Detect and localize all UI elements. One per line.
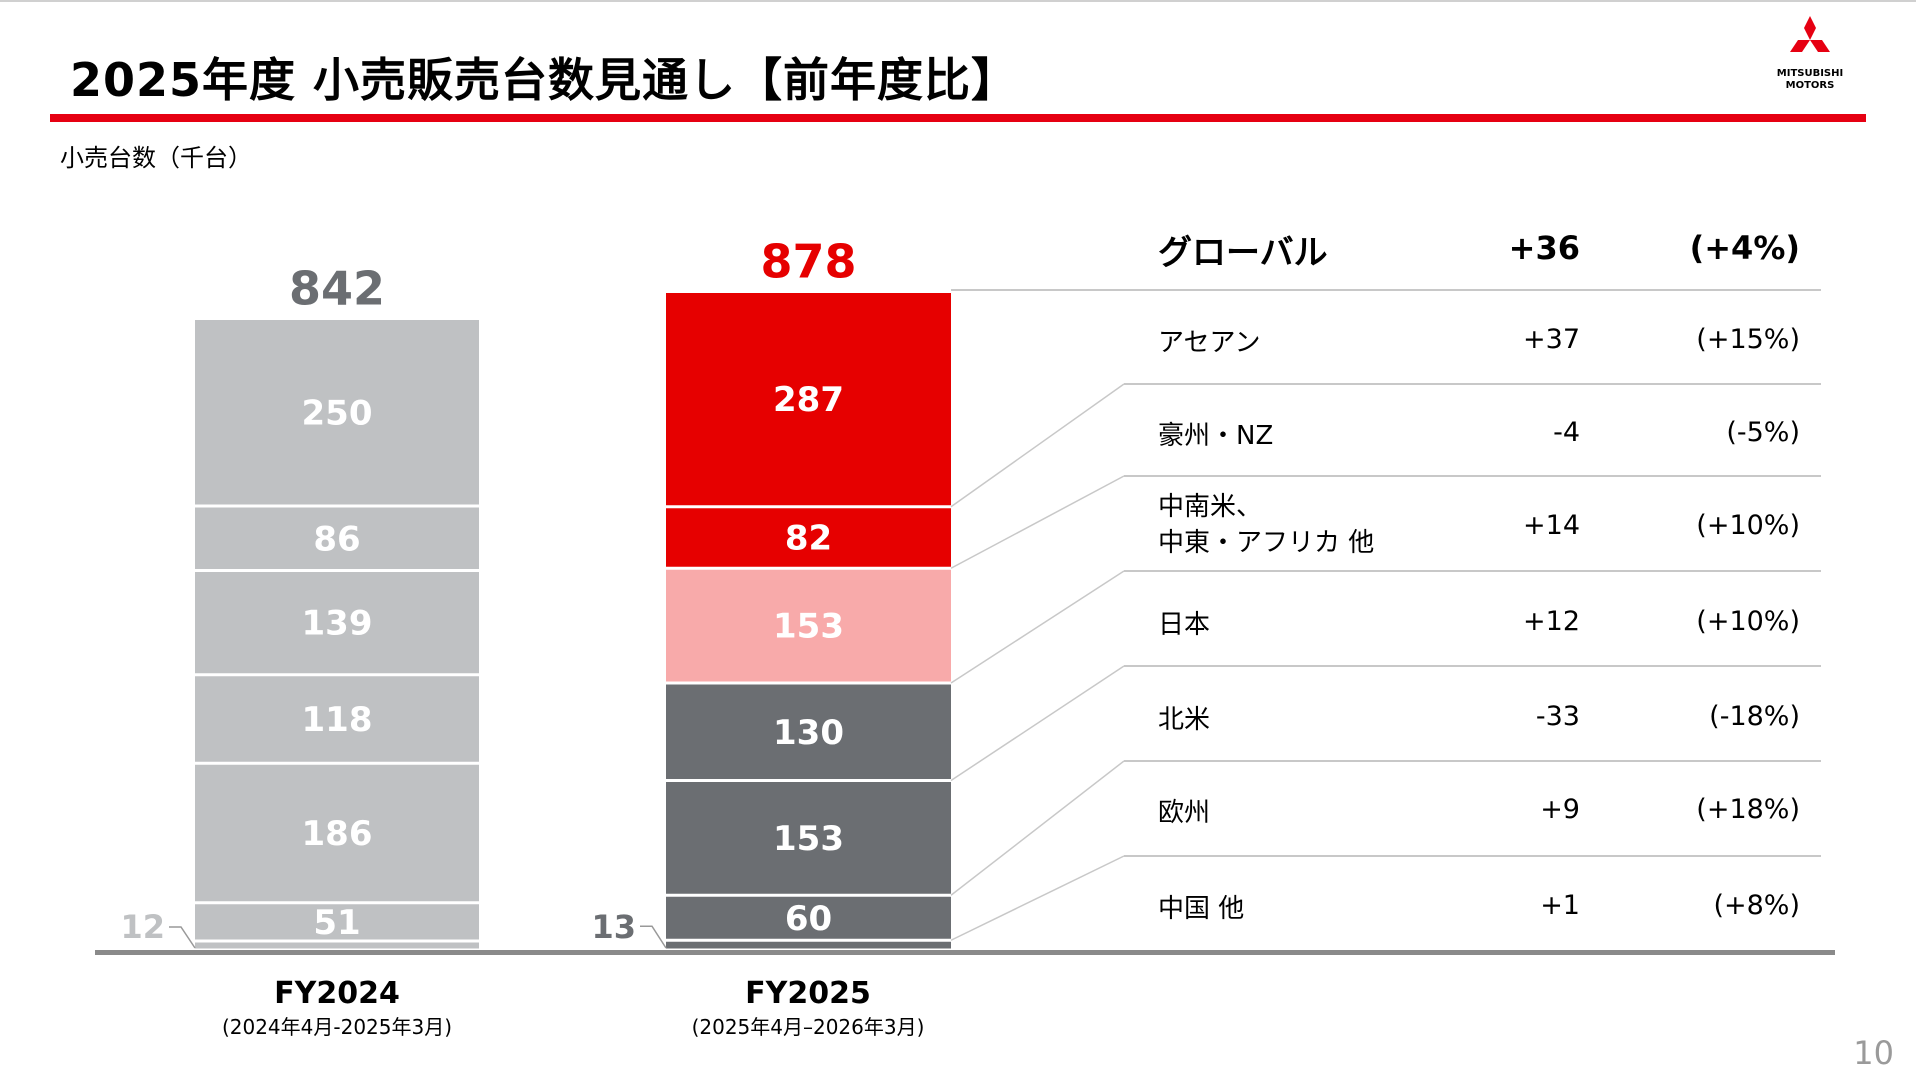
bar-segment (195, 942, 479, 949)
fy2024-axis-label: FY2024 (2024年4月-2025年3月) (167, 976, 507, 1040)
segment-label: 153 (773, 607, 844, 647)
x-axis-baseline (95, 950, 1835, 955)
row-diff: +37 (1523, 324, 1580, 355)
segment-label: 186 (302, 814, 373, 854)
segment-label: 118 (302, 700, 373, 740)
logo-text: MITSUBISHI MOTORS (1776, 68, 1844, 91)
bar-segment (666, 896, 951, 939)
segment-label: 250 (302, 393, 373, 433)
bar-segment (666, 508, 951, 567)
bar-segment (666, 569, 951, 682)
row-region: アセアン (1158, 328, 1261, 358)
segment-label: 287 (773, 380, 844, 420)
bar-segment (195, 904, 479, 940)
unit-label: 小売台数（千台） (60, 144, 252, 172)
fy2024-period: (2024年4月-2025年3月) (221, 1015, 453, 1039)
segment-label: 139 (302, 604, 373, 644)
row-region: 中南米、 中東・アフリカ 他 (1158, 492, 1375, 558)
bar-segment (195, 320, 479, 505)
fy2025-period: (2025年4月–2026年3月) (691, 1015, 925, 1039)
row-region: 中国 他 (1158, 894, 1245, 924)
bar-segment (195, 572, 479, 674)
table-header-diff: +36 (1508, 229, 1580, 267)
connector-line (950, 570, 1125, 684)
connector-line (950, 760, 1125, 896)
leader-line (640, 925, 667, 949)
row-pct: (+8%) (1713, 890, 1800, 921)
page-title: 2025年度 小売販売台数見通し【前年度比】 (70, 53, 1019, 107)
row-region: 北米 (1158, 705, 1211, 735)
row-diff: +14 (1523, 510, 1580, 541)
leader-line (169, 926, 196, 949)
small-segment-label: 13 (591, 908, 636, 946)
row-region: 日本 (1158, 610, 1211, 640)
title-underline (50, 114, 1866, 122)
row-pct: (+15%) (1696, 324, 1800, 355)
segment-label: 82 (785, 519, 832, 559)
row-diff: +1 (1540, 890, 1580, 921)
row-pct: (+10%) (1696, 606, 1800, 637)
row-pct: (-18%) (1709, 701, 1800, 732)
connector-line (950, 383, 1125, 508)
page-number: 10 (1853, 1034, 1894, 1072)
segment-label: 130 (773, 713, 844, 753)
top-border (0, 0, 1916, 2)
fy2024-label: FY2024 (274, 976, 400, 1011)
row-diff: +12 (1523, 606, 1580, 637)
segment-label: 60 (785, 899, 832, 939)
row-region: 豪州・NZ (1158, 421, 1274, 451)
three-diamonds-icon (1790, 16, 1830, 52)
row-diff: -33 (1535, 701, 1580, 732)
bar-segment (195, 676, 479, 762)
row-diff: -4 (1553, 417, 1580, 448)
bar-segment (195, 507, 479, 569)
segment-label: 86 (313, 519, 360, 559)
bar-segment (666, 782, 951, 894)
mitsubishi-logo: MITSUBISHI MOTORS (1770, 16, 1850, 96)
connector-line (950, 475, 1125, 569)
segment-label: 51 (313, 903, 360, 943)
connector-line (950, 855, 1125, 941)
connector-line (950, 665, 1125, 782)
table-header-pct: (+4%) (1689, 229, 1800, 267)
bar-segment (666, 684, 951, 779)
row-pct: (-5%) (1726, 417, 1800, 448)
row-pct: (+10%) (1696, 510, 1800, 541)
row-region: 欧州 (1158, 798, 1211, 828)
row-pct: (+18%) (1696, 794, 1800, 825)
bar-segment (666, 293, 951, 506)
fy2025-axis-label: FY2025 (2025年4月–2026年3月) (638, 976, 978, 1040)
segment-label: 153 (773, 819, 844, 859)
total-label: 878 (760, 235, 856, 289)
table-header-region: グローバル (1158, 233, 1328, 273)
total-label: 842 (289, 262, 385, 316)
bar-segment (666, 941, 951, 949)
fy2025-label: FY2025 (745, 976, 871, 1011)
row-diff: +9 (1540, 794, 1580, 825)
small-segment-label: 12 (120, 908, 165, 946)
bar-segment (195, 764, 479, 902)
